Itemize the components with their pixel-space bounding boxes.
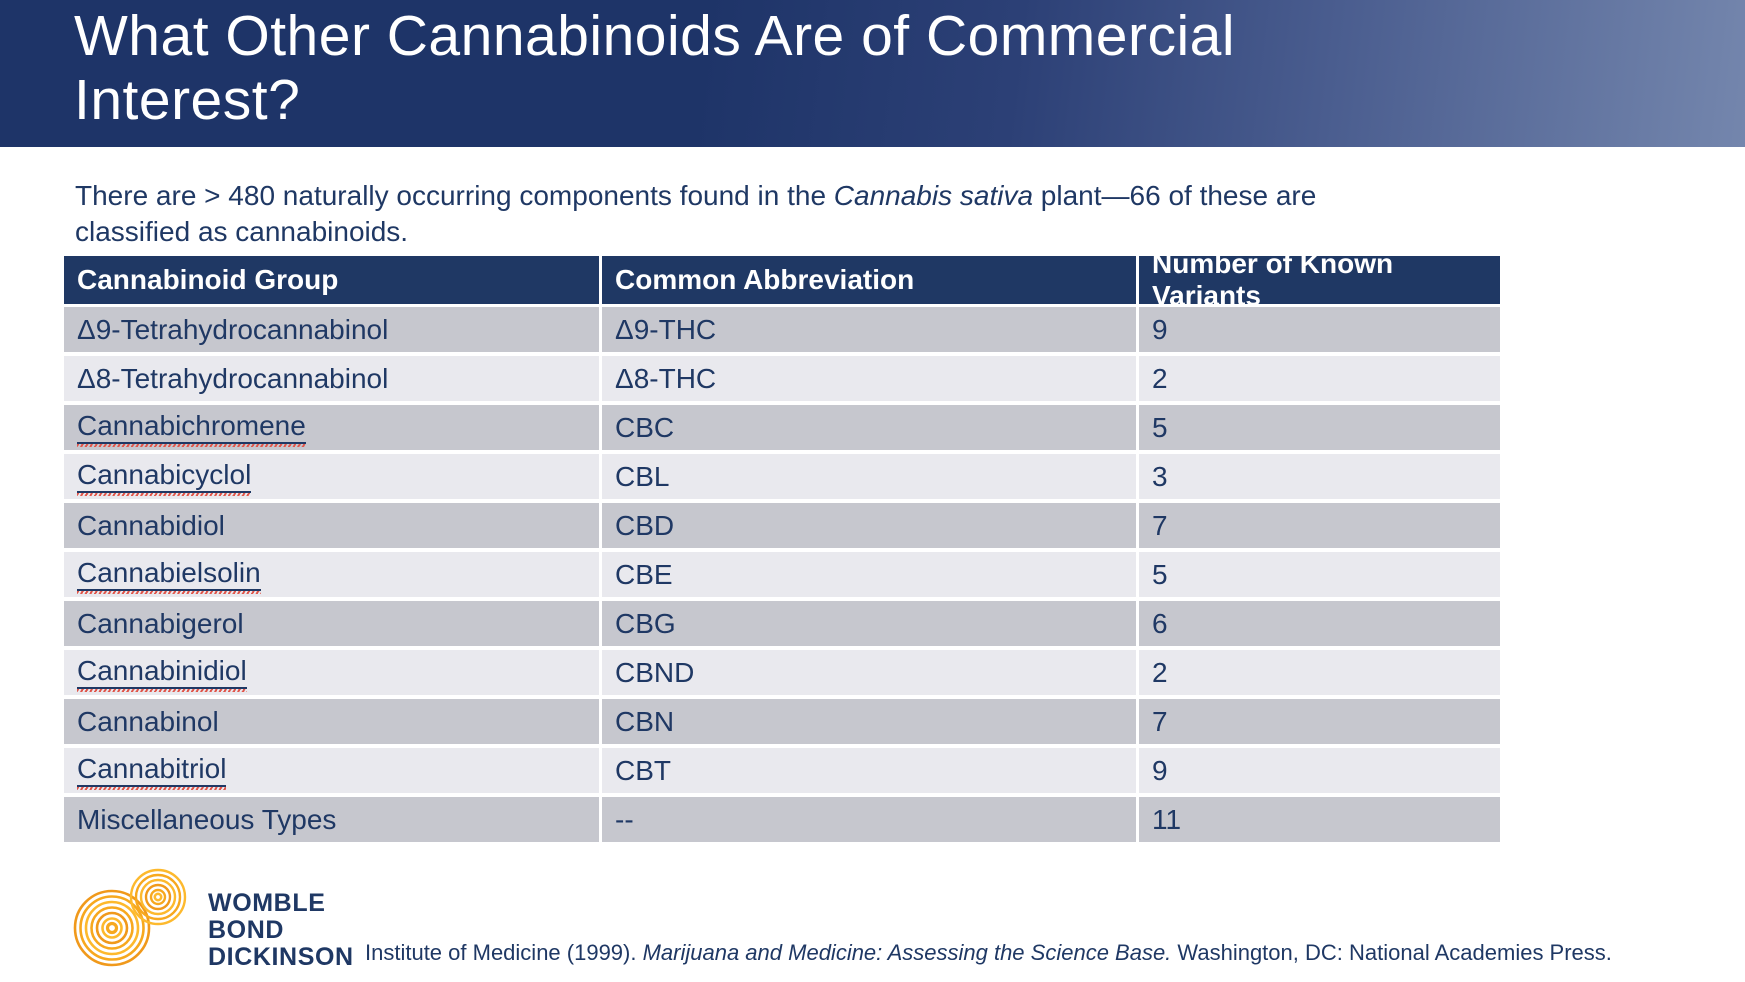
- cell-group: Δ8-Tetrahydrocannabinol: [64, 356, 599, 401]
- intro-text-italic: Cannabis sativa: [833, 180, 1034, 211]
- cell-group: Cannabichromene: [64, 405, 599, 450]
- cell-group: Cannabicyclol: [64, 454, 599, 499]
- group-name: Cannabinol: [77, 705, 219, 737]
- group-name: Cannabicyclol: [77, 459, 252, 497]
- slide-title: What Other Cannabinoids Are of Commercia…: [74, 4, 1236, 132]
- table-row: Cannabigerol CBG 6: [64, 601, 1500, 646]
- table-header-row: Cannabinoid Group Common Abbreviation Nu…: [64, 248, 1500, 311]
- cell-variants: 2: [1139, 356, 1500, 401]
- table-row: Cannabidiol CBD 7: [64, 503, 1500, 548]
- group-name: Cannabidiol: [77, 509, 225, 541]
- intro-paragraph: There are > 480 naturally occurring comp…: [75, 178, 1410, 250]
- citation-before: Institute of Medicine (1999).: [365, 940, 643, 965]
- table-row: Cannabinol CBN 7: [64, 699, 1500, 744]
- cell-variants: 6: [1139, 601, 1500, 646]
- cell-variants: 11: [1139, 797, 1500, 842]
- cell-abbr: Δ9-THC: [602, 307, 1136, 352]
- cell-abbr: CBG: [602, 601, 1136, 646]
- intro-text-after: plant—66 of these are classified as cann…: [75, 180, 1317, 247]
- group-name: Cannabielsolin: [77, 557, 261, 595]
- table-row: Cannabicyclol CBL 3: [64, 454, 1500, 499]
- group-name: Cannabichromene: [77, 410, 306, 448]
- intro-text-before: There are > 480 naturally occurring comp…: [75, 180, 834, 211]
- table-row: Cannabielsolin CBE 5: [64, 552, 1500, 597]
- title-banner: What Other Cannabinoids Are of Commercia…: [0, 0, 1745, 147]
- cell-variants: 2: [1139, 650, 1500, 695]
- group-name: Miscellaneous Types: [77, 803, 337, 835]
- citation-italic: Marijuana and Medicine: Assessing the Sc…: [642, 940, 1172, 965]
- cell-variants: 9: [1139, 307, 1500, 352]
- table-row: Cannabinidiol CBND 2: [64, 650, 1500, 695]
- cell-group: Cannabitriol: [64, 748, 599, 793]
- group-name: Δ8-Tetrahydrocannabinol: [77, 362, 389, 394]
- cell-group: Cannabinol: [64, 699, 599, 744]
- cell-group: Cannabigerol: [64, 601, 599, 646]
- column-header-abbr: Common Abbreviation: [602, 256, 1136, 304]
- group-name: Cannabitriol: [77, 753, 227, 791]
- cell-abbr: CBE: [602, 552, 1136, 597]
- logo-wordmark: WOMBLE BOND DICKINSON: [208, 890, 354, 971]
- cell-group: Cannabielsolin: [64, 552, 599, 597]
- cell-abbr: --: [602, 797, 1136, 842]
- table-row: Δ8-Tetrahydrocannabinol Δ8-THC 2: [64, 356, 1500, 401]
- cannabinoid-table: Cannabinoid Group Common Abbreviation Nu…: [64, 248, 1500, 846]
- womble-bond-dickinson-logo-icon: [73, 868, 187, 967]
- cell-variants: 3: [1139, 454, 1500, 499]
- cell-abbr: CBT: [602, 748, 1136, 793]
- cell-variants: 5: [1139, 552, 1500, 597]
- cell-variants: 5: [1139, 405, 1500, 450]
- cell-abbr: Δ8-THC: [602, 356, 1136, 401]
- cell-variants: 7: [1139, 503, 1500, 548]
- table-row: Cannabichromene CBC 5: [64, 405, 1500, 450]
- group-name: Cannabigerol: [77, 607, 244, 639]
- cell-group: Δ9-Tetrahydrocannabinol: [64, 307, 599, 352]
- table-row: Cannabitriol CBT 9: [64, 748, 1500, 793]
- cell-abbr: CBC: [602, 405, 1136, 450]
- logo-wordmark-line3: DICKINSON: [208, 943, 354, 971]
- table-row: Miscellaneous Types -- 11: [64, 797, 1500, 842]
- source-citation: Institute of Medicine (1999). Marijuana …: [365, 940, 1612, 966]
- cell-abbr: CBL: [602, 454, 1136, 499]
- logo-wordmark-line1: WOMBLE: [208, 889, 326, 917]
- group-name: Δ9-Tetrahydrocannabinol: [77, 313, 389, 345]
- cell-abbr: CBND: [602, 650, 1136, 695]
- cell-variants: 7: [1139, 699, 1500, 744]
- table-row: Δ9-Tetrahydrocannabinol Δ9-THC 9: [64, 307, 1500, 352]
- group-name: Cannabinidiol: [77, 655, 247, 693]
- column-header-group: Cannabinoid Group: [64, 256, 599, 304]
- cell-abbr: CBD: [602, 503, 1136, 548]
- cell-group: Miscellaneous Types: [64, 797, 599, 842]
- citation-after: Washington, DC: National Academies Press…: [1171, 940, 1612, 965]
- column-header-variants: Number of Known Variants: [1139, 248, 1500, 311]
- logo-wordmark-line2: BOND: [208, 916, 285, 944]
- cell-variants: 9: [1139, 748, 1500, 793]
- table-body: Δ9-Tetrahydrocannabinol Δ9-THC 9 Δ8-Tetr…: [64, 307, 1500, 842]
- cell-group: Cannabinidiol: [64, 650, 599, 695]
- cell-group: Cannabidiol: [64, 503, 599, 548]
- cell-abbr: CBN: [602, 699, 1136, 744]
